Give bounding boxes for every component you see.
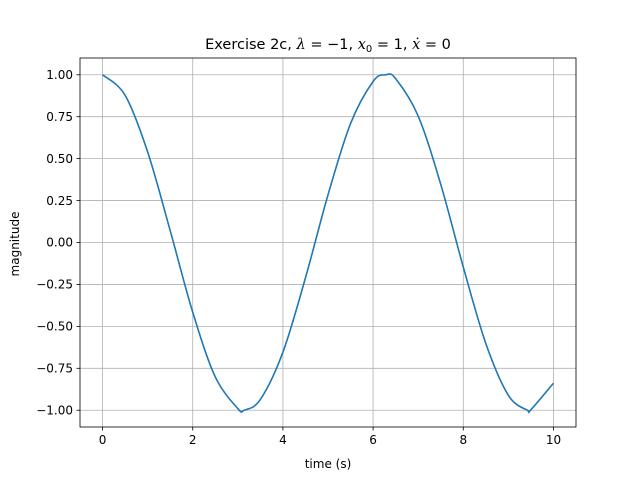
x-axis-label: time (s) (305, 457, 352, 471)
y-tick-label: −0.50 (36, 320, 73, 334)
y-tick-label: −1.00 (36, 403, 73, 417)
series-line (102, 73, 555, 414)
chart-title: Exercise 2c, λ = −1, x0 = 1, ẋ = 0 (205, 37, 451, 55)
chart-title-prefix: Exercise 2c, (205, 37, 296, 53)
chart-title-x0-eq: = 1, (372, 37, 412, 53)
chart-title-x0: x (358, 37, 366, 53)
y-tick-label: 0.25 (46, 194, 73, 208)
ticks: 0 2 4 6 8 10 1.00 0.75 0.50 0.25 0.00 −0.25 −0.50 −0.… (36, 68, 561, 447)
y-tick-label: −0.75 (36, 361, 73, 375)
chart-title-xdot: ẋ (412, 37, 420, 53)
grid (80, 58, 576, 427)
x-tick-label: 6 (369, 433, 377, 447)
y-tick-label: 1.00 (46, 68, 73, 82)
series-layer (102, 73, 555, 414)
y-tick-label: 0.75 (46, 110, 73, 124)
y-tick-label: −0.25 (36, 278, 73, 292)
chart-title-x0-sub: 0 (366, 44, 372, 55)
chart-title-xdot-eq: = 0 (420, 37, 451, 53)
x-tick-label: 8 (459, 433, 467, 447)
chart-title-lambda: λ (296, 37, 306, 53)
y-tick-label: 0.00 (46, 236, 73, 250)
y-tick-label: 0.50 (46, 152, 73, 166)
x-tick-label: 2 (189, 433, 197, 447)
x-tick-label: 0 (99, 433, 107, 447)
chart-title-lambda-eq: = −1, (306, 37, 358, 53)
y-axis-label: magnitude (8, 212, 22, 277)
x-tick-label: 4 (279, 433, 287, 447)
x-tick-label: 10 (546, 433, 561, 447)
